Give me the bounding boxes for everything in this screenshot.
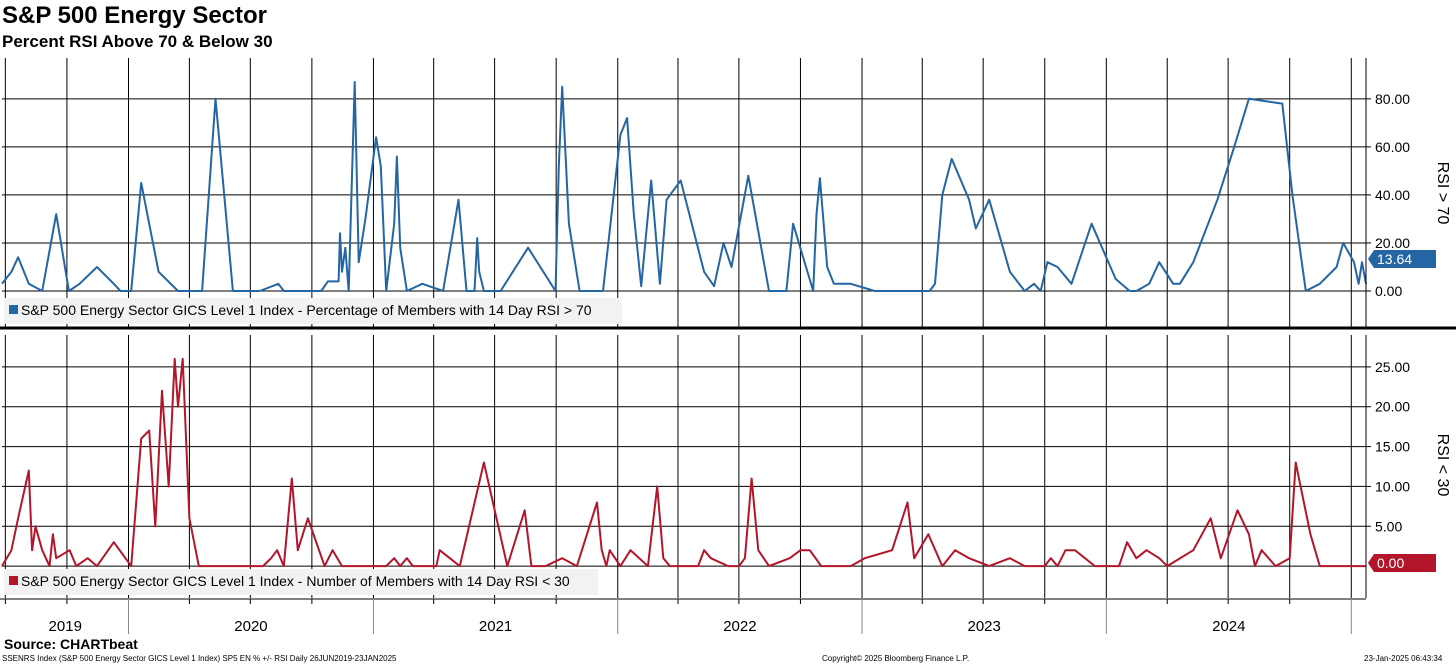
chart-subtitle: Percent RSI Above 70 & Below 30 [2,32,273,51]
footer-copyright: Copyright© 2025 Bloomberg Finance L.P. [822,654,970,663]
axis-title-bottom: RSI < 30 [1434,434,1451,497]
y-tick-label-bottom: 15.00 [1375,439,1410,455]
axis-title-top: RSI > 70 [1434,162,1451,225]
last-value-badge-bottom [1368,554,1436,572]
footer-timestamp: 23-Jan-2025 06:43:34 [1364,654,1443,663]
y-tick-label-bottom: 10.00 [1375,478,1410,494]
legend-box-bottom [4,569,598,595]
series-line-bottom [1,357,1366,568]
last-value-text-top: 13.64 [1377,251,1412,267]
legend-label-bottom: S&P 500 Energy Sector GICS Level 1 Index… [21,573,570,589]
x-year-label: 2022 [723,618,756,635]
legend-label-top: S&P 500 Energy Sector GICS Level 1 Index… [21,302,592,318]
x-year-label: 2024 [1212,618,1245,635]
y-tick-label-bottom: 25.00 [1375,359,1410,375]
axes: 0.00 20.00 40.00 60.00 80.00 5.00 10.00 15.00 20… [0,58,1456,635]
y-tick-label-bottom: 5.00 [1375,518,1402,534]
series-lines [1,81,1367,568]
grid-lines [2,58,1366,598]
x-year-label: 2019 [49,618,82,635]
last-value-text-bottom: 0.00 [1377,555,1404,571]
y-tick-label-top: 0.00 [1375,283,1402,299]
source-note: Source: CHARTbeat [4,636,138,652]
x-year-label: 2023 [967,618,1000,635]
y-tick-label-top: 20.00 [1375,235,1410,251]
legend-box-top [4,298,622,324]
series-line-top [1,81,1367,292]
legend-swatch-top [9,305,18,314]
x-year-label: 2020 [234,618,267,635]
y-tick-label-bottom: 20.00 [1375,399,1410,415]
x-year-label: 2021 [479,618,512,635]
last-value-badge-top [1368,250,1436,268]
y-tick-label-top: 60.00 [1375,139,1410,155]
footer-index-description: SSENRS Index (S&P 500 Energy Sector GICS… [2,654,397,663]
chart-title: S&P 500 Energy Sector [2,2,268,29]
legend-swatch-bottom [9,576,18,585]
y-tick-label-top: 80.00 [1375,91,1410,107]
y-tick-label-top: 40.00 [1375,187,1410,203]
